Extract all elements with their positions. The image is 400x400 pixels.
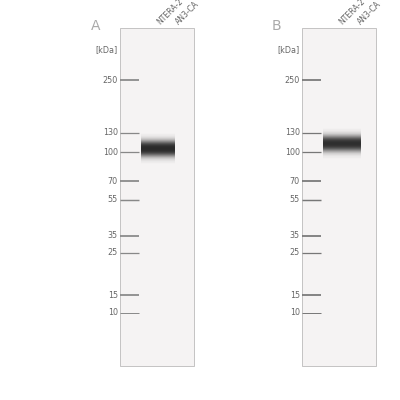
Text: 25: 25 <box>290 248 300 257</box>
Text: 130: 130 <box>103 128 118 137</box>
Text: 130: 130 <box>285 128 300 137</box>
Text: 100: 100 <box>103 148 118 157</box>
Text: 55: 55 <box>108 195 118 204</box>
Text: 10: 10 <box>290 308 300 318</box>
Text: NTERA-2: NTERA-2 <box>155 0 185 27</box>
Text: 55: 55 <box>290 195 300 204</box>
Text: A: A <box>91 19 101 33</box>
Text: 70: 70 <box>290 177 300 186</box>
Text: [kDa]: [kDa] <box>277 46 299 54</box>
Text: 70: 70 <box>108 177 118 186</box>
Bar <box>120 28 194 366</box>
Text: 35: 35 <box>290 231 300 240</box>
Text: B: B <box>271 19 281 33</box>
Text: 250: 250 <box>103 76 118 85</box>
Text: NTERA-2: NTERA-2 <box>337 0 367 27</box>
Text: 15: 15 <box>290 290 300 300</box>
Text: 35: 35 <box>108 231 118 240</box>
Text: 250: 250 <box>285 76 300 85</box>
Text: 15: 15 <box>108 290 118 300</box>
Text: [kDa]: [kDa] <box>96 46 118 54</box>
Text: AN3-CA: AN3-CA <box>174 0 201 27</box>
Text: AN3-CA: AN3-CA <box>356 0 383 27</box>
Bar <box>302 28 376 366</box>
Text: 10: 10 <box>108 308 118 318</box>
Text: 100: 100 <box>285 148 300 157</box>
Text: 25: 25 <box>108 248 118 257</box>
